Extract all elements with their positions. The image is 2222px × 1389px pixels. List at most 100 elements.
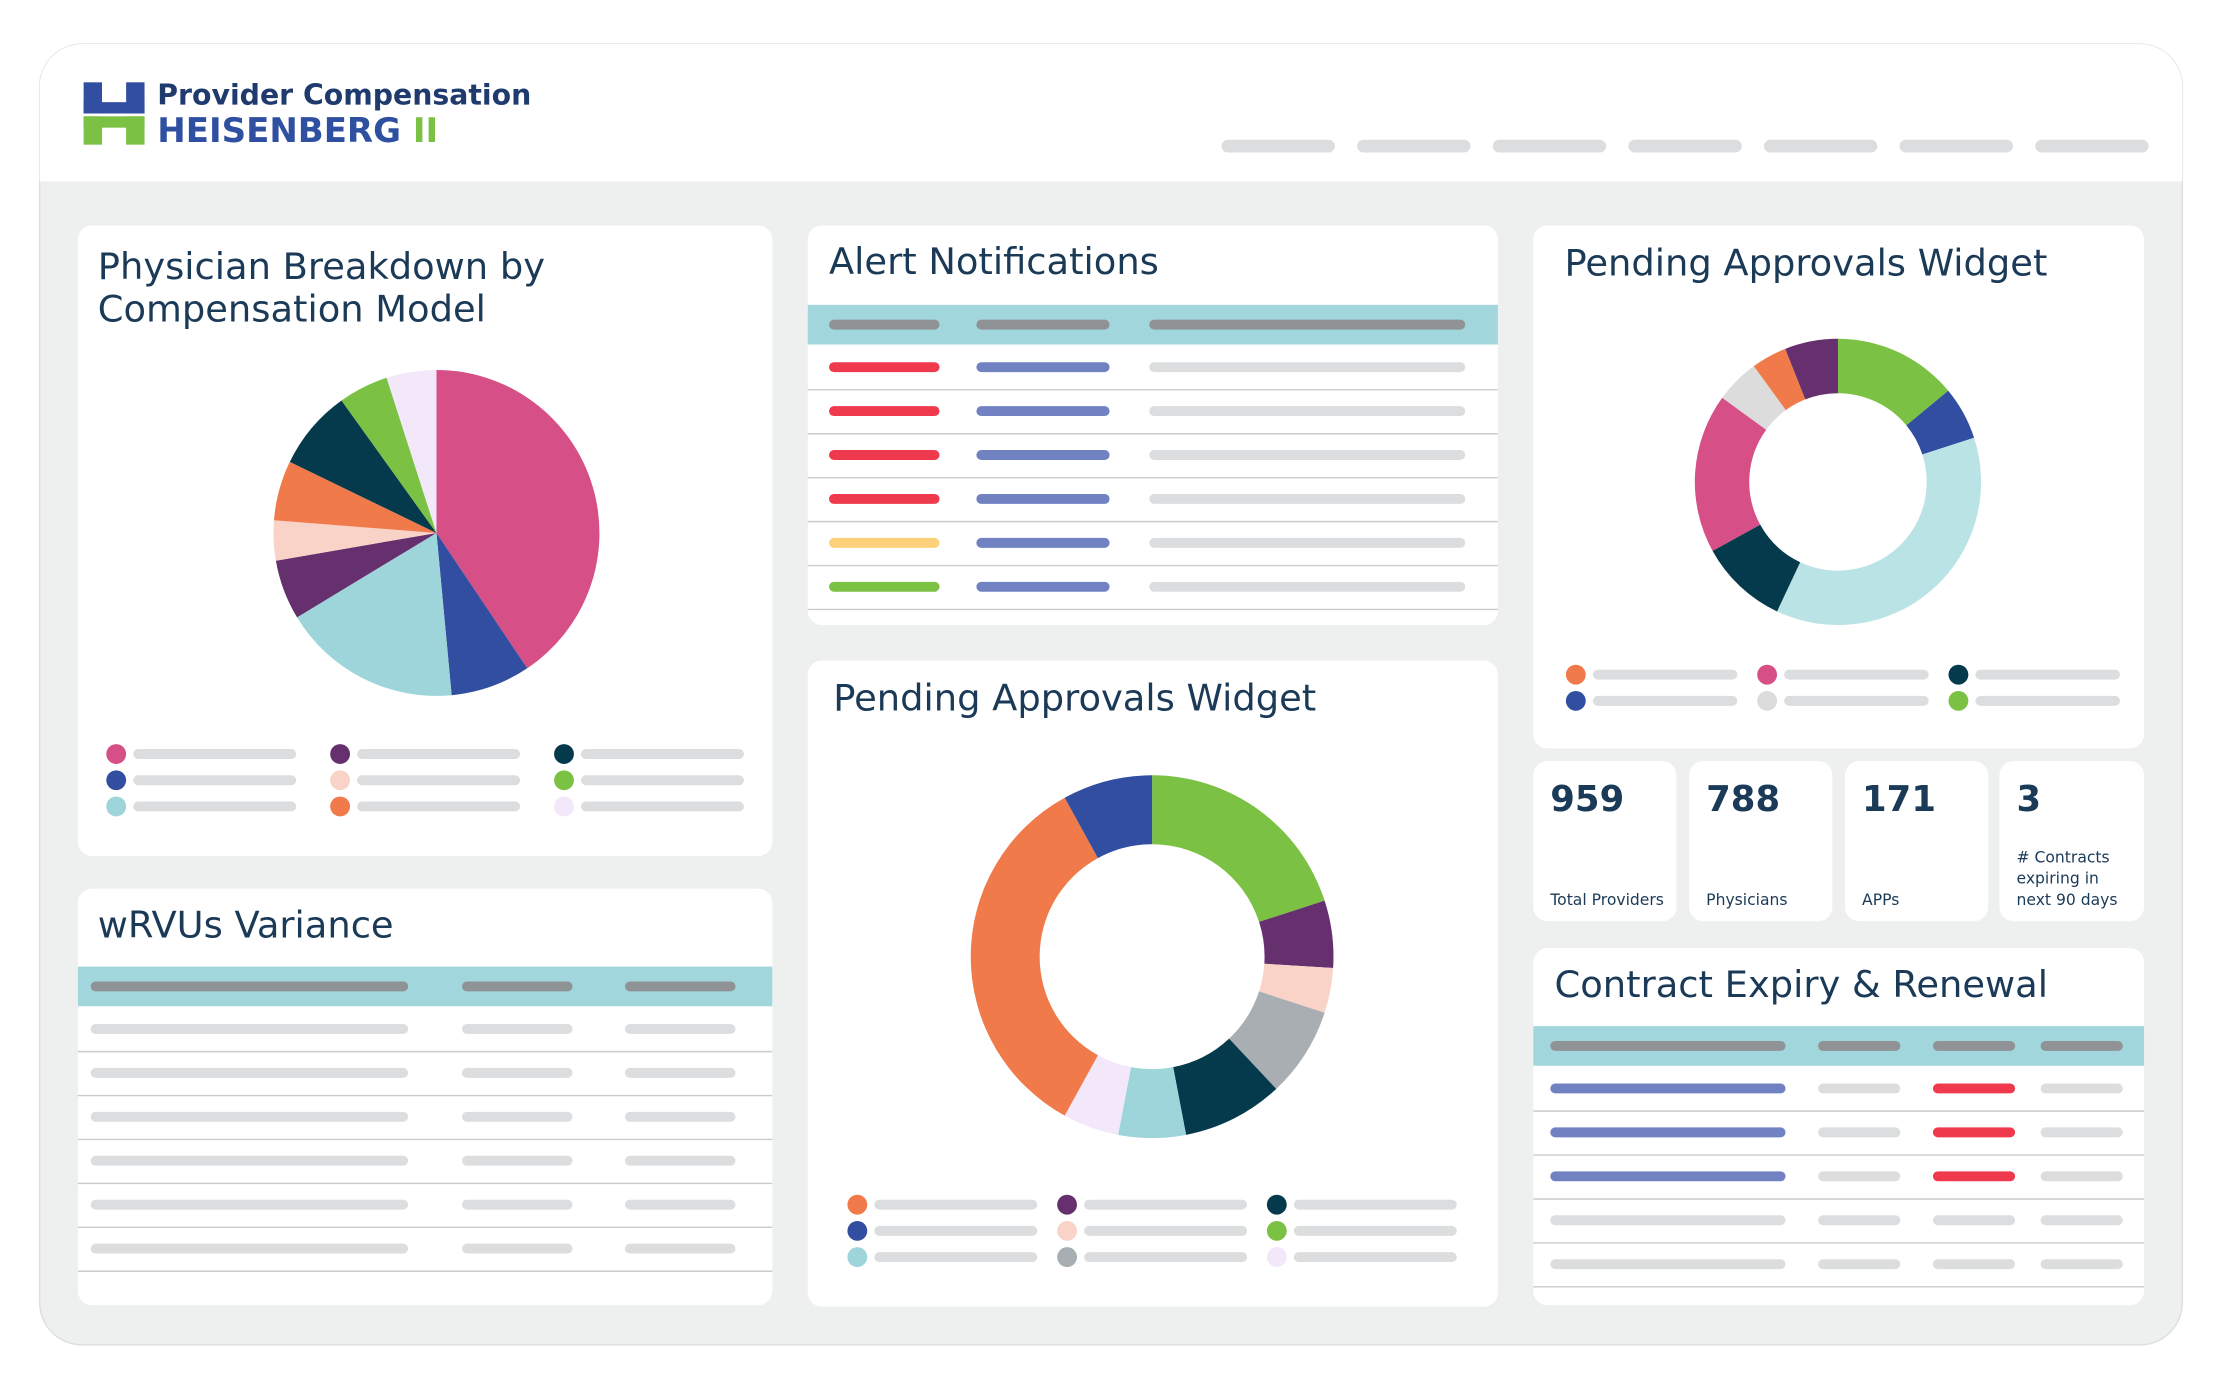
card-title: Pending Approvals Widget bbox=[1564, 242, 2047, 285]
slice bbox=[1064, 1055, 1132, 1135]
legend-dot bbox=[847, 1220, 868, 1241]
slice bbox=[297, 532, 452, 696]
legend-dot bbox=[1757, 690, 1778, 711]
slice bbox=[1753, 348, 1806, 411]
placeholder bbox=[357, 801, 521, 812]
placeholder bbox=[461, 981, 573, 992]
placeholder bbox=[90, 1023, 409, 1034]
placeholder bbox=[828, 493, 940, 504]
slice bbox=[1785, 338, 1838, 400]
placeholder bbox=[1550, 1259, 1786, 1270]
placeholder bbox=[1975, 669, 2120, 680]
placeholder bbox=[828, 406, 940, 417]
slice bbox=[1064, 775, 1153, 859]
legend-dot bbox=[1057, 1247, 1077, 1268]
legend-dot bbox=[106, 770, 127, 791]
placeholder bbox=[581, 775, 744, 786]
slice bbox=[341, 377, 437, 533]
stat-label: Physicians bbox=[1706, 890, 1787, 908]
slice bbox=[1173, 1038, 1277, 1135]
placeholder bbox=[828, 362, 940, 373]
placeholder bbox=[828, 581, 940, 592]
card-title: wRVUs Variance bbox=[98, 903, 394, 946]
placeholder bbox=[1592, 669, 1738, 680]
card-title: Pending Approvals Widget bbox=[833, 677, 1316, 720]
placeholder bbox=[976, 450, 1110, 460]
legend-dot bbox=[1948, 664, 1969, 685]
placeholder bbox=[828, 537, 940, 548]
placeholder bbox=[976, 537, 1110, 548]
slice bbox=[1152, 775, 1325, 922]
slice bbox=[386, 369, 437, 533]
placeholder bbox=[1149, 319, 1466, 330]
slice bbox=[1259, 963, 1334, 1013]
brand-name-text: HEISENBERG bbox=[157, 110, 401, 150]
placeholder bbox=[1084, 1199, 1248, 1210]
card-title: Physician Breakdown by Compensation Model bbox=[98, 244, 545, 330]
placeholder bbox=[581, 801, 744, 812]
placeholder bbox=[874, 1225, 1038, 1236]
slice bbox=[1259, 900, 1334, 969]
legend-dot bbox=[330, 770, 351, 791]
placeholder bbox=[976, 493, 1110, 504]
card-title: Alert Notifications bbox=[829, 240, 1159, 283]
stat-value: 788 bbox=[1706, 779, 1780, 820]
placeholder bbox=[874, 1199, 1038, 1210]
legend-dot bbox=[106, 744, 127, 764]
placeholder bbox=[1550, 1083, 1786, 1094]
placeholder bbox=[1550, 1040, 1786, 1051]
slice bbox=[275, 532, 437, 618]
slice bbox=[970, 797, 1098, 1116]
stat-value: 171 bbox=[1862, 779, 1936, 820]
slice bbox=[273, 520, 437, 561]
slice bbox=[1722, 366, 1786, 430]
legend-dot bbox=[1948, 690, 1969, 711]
placeholder bbox=[1149, 362, 1466, 373]
placeholder bbox=[90, 1111, 409, 1122]
placeholder bbox=[133, 801, 297, 812]
slice bbox=[1712, 524, 1801, 612]
logo bbox=[83, 82, 145, 145]
placeholder bbox=[1149, 493, 1466, 504]
placeholder bbox=[90, 1067, 409, 1078]
card bbox=[77, 888, 773, 1306]
placeholder bbox=[828, 450, 940, 460]
placeholder bbox=[1818, 1040, 1901, 1051]
placeholder bbox=[1932, 1215, 2016, 1226]
placeholder bbox=[1084, 1252, 1248, 1263]
legend-dot bbox=[1565, 690, 1586, 711]
placeholder bbox=[1293, 1225, 1457, 1236]
placeholder bbox=[1550, 1171, 1786, 1182]
placeholder bbox=[624, 1067, 736, 1078]
placeholder bbox=[624, 1199, 736, 1210]
legend-dot bbox=[847, 1247, 868, 1268]
card bbox=[1533, 225, 2145, 749]
placeholder bbox=[828, 319, 940, 330]
placeholder bbox=[461, 1155, 573, 1166]
placeholder bbox=[461, 1199, 573, 1210]
placeholder bbox=[2040, 1171, 2123, 1182]
placeholder bbox=[1221, 139, 1335, 153]
slice bbox=[273, 461, 437, 533]
slice bbox=[1837, 338, 1949, 426]
placeholder bbox=[2040, 1259, 2123, 1270]
placeholder bbox=[1293, 1252, 1457, 1263]
placeholder bbox=[976, 581, 1110, 592]
legend-dot bbox=[1266, 1220, 1287, 1241]
placeholder bbox=[1932, 1259, 2016, 1270]
placeholder bbox=[976, 319, 1110, 330]
placeholder bbox=[90, 1243, 409, 1254]
slice bbox=[436, 532, 528, 696]
placeholder bbox=[90, 1155, 409, 1166]
placeholder bbox=[1818, 1171, 1901, 1182]
legend-dot bbox=[1057, 1194, 1077, 1215]
placeholder bbox=[2040, 1040, 2123, 1051]
placeholder bbox=[1149, 450, 1466, 460]
placeholder bbox=[461, 1111, 573, 1122]
placeholder bbox=[2040, 1215, 2123, 1226]
legend-dot bbox=[1757, 664, 1778, 685]
placeholder bbox=[1818, 1127, 1901, 1138]
stat-label: APPs bbox=[1862, 890, 1899, 908]
placeholder bbox=[1899, 139, 2013, 153]
slice bbox=[1118, 1067, 1187, 1139]
